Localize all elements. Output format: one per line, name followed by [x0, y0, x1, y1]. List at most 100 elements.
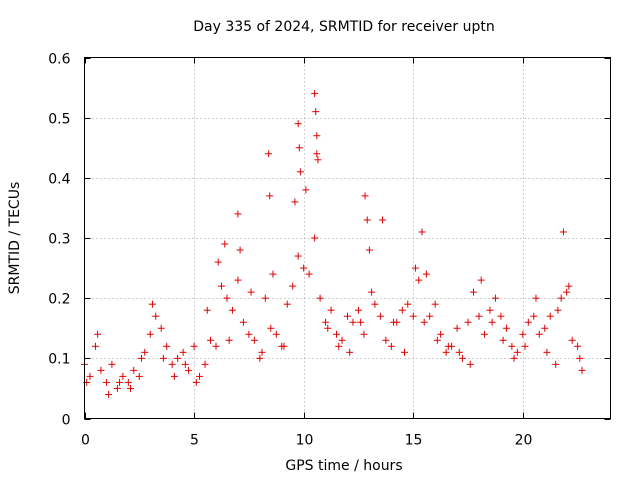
data-point	[314, 156, 322, 164]
data-point	[327, 306, 335, 314]
data-point	[152, 312, 160, 320]
data-point	[91, 342, 99, 350]
data-point	[159, 354, 167, 362]
data-point	[97, 366, 105, 374]
data-point	[333, 330, 341, 338]
data-point	[302, 186, 310, 194]
data-point	[455, 348, 463, 356]
data-point	[400, 348, 408, 356]
data-point	[368, 288, 376, 296]
data-point	[265, 150, 273, 158]
y-tick-label: 0.3	[48, 232, 70, 248]
data-point	[354, 306, 362, 314]
data-point	[228, 306, 236, 314]
data-point	[196, 372, 204, 380]
data-point	[519, 330, 527, 338]
data-point	[568, 336, 576, 344]
x-tick-label: 0	[81, 433, 90, 449]
data-point	[291, 198, 299, 206]
data-point	[442, 348, 450, 356]
data-point	[559, 228, 567, 236]
data-point	[141, 348, 149, 356]
data-point	[296, 168, 304, 176]
data-point	[574, 342, 582, 350]
x-tick-label: 20	[515, 433, 533, 449]
data-point	[322, 318, 330, 326]
data-point	[113, 384, 121, 392]
data-point	[477, 276, 485, 284]
data-point	[530, 312, 538, 320]
data-point	[185, 366, 193, 374]
data-point	[261, 294, 269, 302]
data-point	[135, 372, 143, 380]
data-point	[426, 312, 434, 320]
data-point	[480, 330, 488, 338]
x-tick-label: 15	[405, 433, 423, 449]
data-point	[433, 336, 441, 344]
data-point	[459, 354, 467, 362]
data-point	[225, 336, 233, 344]
data-point	[466, 360, 474, 368]
y-tick-label: 0	[62, 413, 71, 429]
y-tick-label: 0.5	[48, 112, 70, 128]
data-point	[313, 132, 321, 140]
data-point	[324, 324, 332, 332]
y-tick-label: 0.2	[48, 292, 70, 308]
data-point	[535, 330, 543, 338]
data-point	[163, 342, 171, 350]
data-point	[170, 372, 178, 380]
y-axis-label: SRMTID / TECUs	[7, 182, 23, 295]
data-point	[102, 378, 110, 386]
data-point	[311, 90, 319, 98]
data-point	[294, 252, 302, 260]
data-point	[360, 330, 368, 338]
data-point	[305, 270, 313, 278]
grid-layer	[84, 57, 611, 419]
data-point	[157, 324, 165, 332]
data-point	[174, 354, 182, 362]
data-point	[269, 270, 277, 278]
data-point	[576, 354, 584, 362]
data-point	[387, 342, 395, 350]
data-point	[420, 318, 428, 326]
data-point	[543, 348, 551, 356]
data-point	[316, 294, 324, 302]
y-tick-label: 0.4	[48, 172, 70, 188]
data-point	[181, 360, 189, 368]
data-point	[398, 306, 406, 314]
data-point	[283, 300, 291, 308]
x-tick-label: 5	[190, 433, 199, 449]
data-point	[453, 324, 461, 332]
plot-frame	[84, 57, 611, 419]
data-point	[192, 378, 200, 386]
data-point	[236, 246, 244, 254]
data-point	[258, 348, 266, 356]
data-point	[554, 306, 562, 314]
data-point	[94, 330, 102, 338]
data-point	[415, 276, 423, 284]
data-point	[234, 210, 242, 218]
data-point	[491, 294, 499, 302]
y-tick-label: 0.1	[48, 352, 70, 368]
data-point	[563, 288, 571, 296]
data-point	[127, 384, 135, 392]
data-point	[382, 336, 390, 344]
data-point	[272, 330, 280, 338]
data-point	[338, 336, 346, 344]
data-point	[502, 324, 510, 332]
data-point	[361, 192, 369, 200]
data-point	[289, 282, 297, 290]
chart-title: Day 335 of 2024, SRMTID for receiver upt…	[193, 19, 495, 35]
data-point	[486, 306, 494, 314]
data-point	[214, 258, 222, 266]
data-point	[267, 324, 275, 332]
data-point	[311, 234, 319, 242]
data-point	[108, 360, 116, 368]
data-points	[81, 90, 586, 398]
data-point	[521, 342, 529, 350]
data-point	[499, 336, 507, 344]
data-point	[280, 342, 288, 350]
data-point	[294, 120, 302, 128]
data-point	[546, 312, 554, 320]
